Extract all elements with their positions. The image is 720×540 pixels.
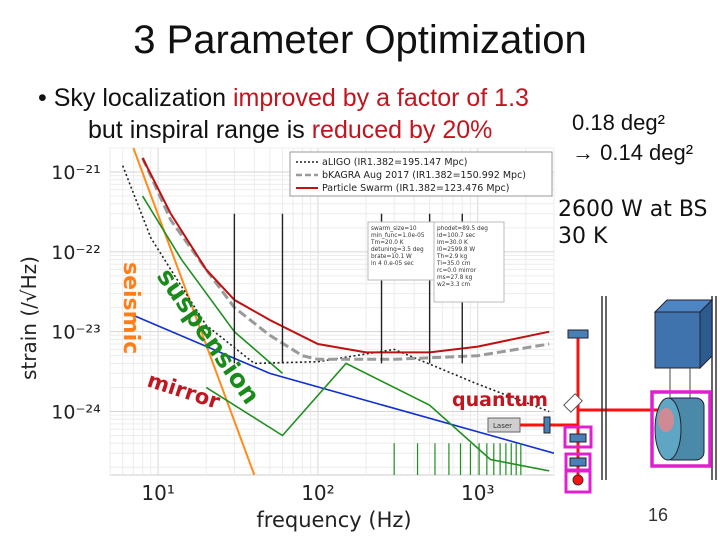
end-mirror-north <box>567 329 589 339</box>
bullet-line2-text: but inspiral range is <box>88 116 312 144</box>
suspension-tower <box>601 296 717 480</box>
param-line: detuning=3.5 deg <box>371 247 424 253</box>
laser-power-text: 2600 W at BS <box>558 197 708 222</box>
temperature-text: 30 K <box>558 224 608 249</box>
param-line: Tm=20.0 K <box>370 240 404 246</box>
interferometer-schematic: Laser <box>487 296 717 494</box>
param-line: phodet=89.5 deg <box>437 226 488 232</box>
component-curve-suspension <box>141 195 284 375</box>
svg-text:Laser: Laser <box>493 422 512 430</box>
param-line: w2=3.3 cm <box>437 282 471 288</box>
param-line: Th=2.9 kg <box>436 254 467 260</box>
bullet-line-2: but inspiral range is reduced by 20% <box>88 116 492 145</box>
beam-splitter <box>563 393 583 413</box>
y-tick-label: 10⁻²³ <box>51 322 100 344</box>
param-line: ln 4 0.e-05 sec <box>371 261 414 267</box>
y-axis-label: strain (/√Hz) <box>17 256 41 380</box>
param-line: rc=0.0 mirror <box>437 268 477 274</box>
sky-area-after: → 0.14 deg² <box>572 140 694 165</box>
legend-entry-bkagra: bKAGRA Aug 2017 (IR1.382=150.992 Mpc) <box>322 170 526 181</box>
bullet-text: Sky localization <box>53 84 233 112</box>
legend-entry-aligo: aLIGO (IR1.382=195.147 Mpc) <box>322 157 468 168</box>
highlight-box-signal-recycling <box>563 425 593 449</box>
param-box-right-frame <box>433 221 505 303</box>
y-tick-label: 10⁻²² <box>51 242 100 264</box>
param-line: Ti=35.0 cm <box>436 261 471 267</box>
series-line-1 <box>141 157 550 361</box>
legend-box <box>289 151 553 197</box>
component-label-seismic: seismic <box>118 262 143 354</box>
component-curve-mirror <box>133 314 554 454</box>
signal-mirror-1 <box>569 433 587 443</box>
bullet-line2-highlight: reduced by 20% <box>311 116 493 144</box>
x-tick-label: 10¹ <box>141 481 174 505</box>
param-line: ld=100.7 sec <box>437 233 475 239</box>
bullet-glyph: • <box>38 84 54 112</box>
laser-parameters: 2600 W at BS 30 K <box>558 196 708 250</box>
component-curve-seismic <box>132 148 256 475</box>
bullet-line-1: • Sky localization improved by a factor … <box>38 84 529 113</box>
bullet-highlight: improved by a factor of 1.3 <box>232 84 529 112</box>
photodetector <box>572 474 584 486</box>
tick-labels: 10¹ 10² 10³ 10⁻²⁴ 10⁻²³ 10⁻²² 10⁻²¹ <box>51 162 494 505</box>
param-line: Im=30.0 K <box>437 240 468 246</box>
signal-mirror-2 <box>569 457 587 467</box>
sky-area-before: 0.18 deg² <box>572 110 665 135</box>
y-tick-label: 10⁻²⁴ <box>51 401 101 423</box>
page-title: 3 Parameter Optimization <box>133 18 587 62</box>
input-mirror <box>543 416 551 434</box>
param-box-right: phodet=89.5 deg ld=100.7 sec Im=30.0 K I0=2… <box>436 226 488 288</box>
param-line: min_func=1.0e-05 <box>371 233 425 239</box>
x-axis-label: frequency (Hz) <box>256 508 411 532</box>
highlight-box-test-mass <box>650 390 712 468</box>
y-tick-label: 10⁻²¹ <box>51 162 100 184</box>
param-line: swarm_size=10 <box>371 226 417 232</box>
x-tick-label: 10² <box>301 481 334 505</box>
param-line: ms=27.8 kg <box>437 275 473 281</box>
page-number: 16 <box>648 505 669 525</box>
series-line-2 <box>141 157 550 354</box>
legend-entry-particle-swarm: Particle Swarm (IR1.382=123.476 Mpc) <box>322 183 509 194</box>
highlight-box-photodetector <box>564 468 592 494</box>
x-tick-label: 10³ <box>461 481 494 505</box>
param-line: brate=10.1 W <box>371 254 412 260</box>
param-line: I0=2599.8 W <box>437 247 475 253</box>
component-label-quantum: quantum <box>452 389 548 411</box>
plot-curves <box>121 148 554 475</box>
